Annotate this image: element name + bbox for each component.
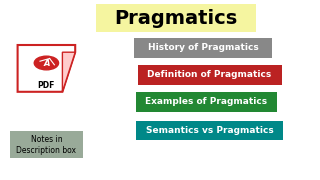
Text: A: A [43, 58, 50, 68]
Polygon shape [62, 52, 75, 92]
Text: Notes in
Description box: Notes in Description box [16, 135, 76, 155]
Text: Definition of Pragmatics: Definition of Pragmatics [148, 70, 272, 79]
FancyBboxPatch shape [134, 38, 272, 58]
FancyBboxPatch shape [96, 4, 256, 32]
Text: Pragmatics: Pragmatics [114, 8, 238, 28]
FancyBboxPatch shape [10, 131, 83, 158]
Circle shape [34, 56, 59, 70]
Polygon shape [18, 45, 75, 92]
Text: History of Pragmatics: History of Pragmatics [148, 43, 259, 52]
FancyBboxPatch shape [136, 92, 277, 112]
FancyBboxPatch shape [136, 121, 283, 140]
Text: Semantics vs Pragmatics: Semantics vs Pragmatics [146, 126, 274, 135]
FancyBboxPatch shape [138, 65, 282, 85]
Text: PDF: PDF [38, 81, 55, 90]
Text: Examples of Pragmatics: Examples of Pragmatics [145, 97, 268, 106]
